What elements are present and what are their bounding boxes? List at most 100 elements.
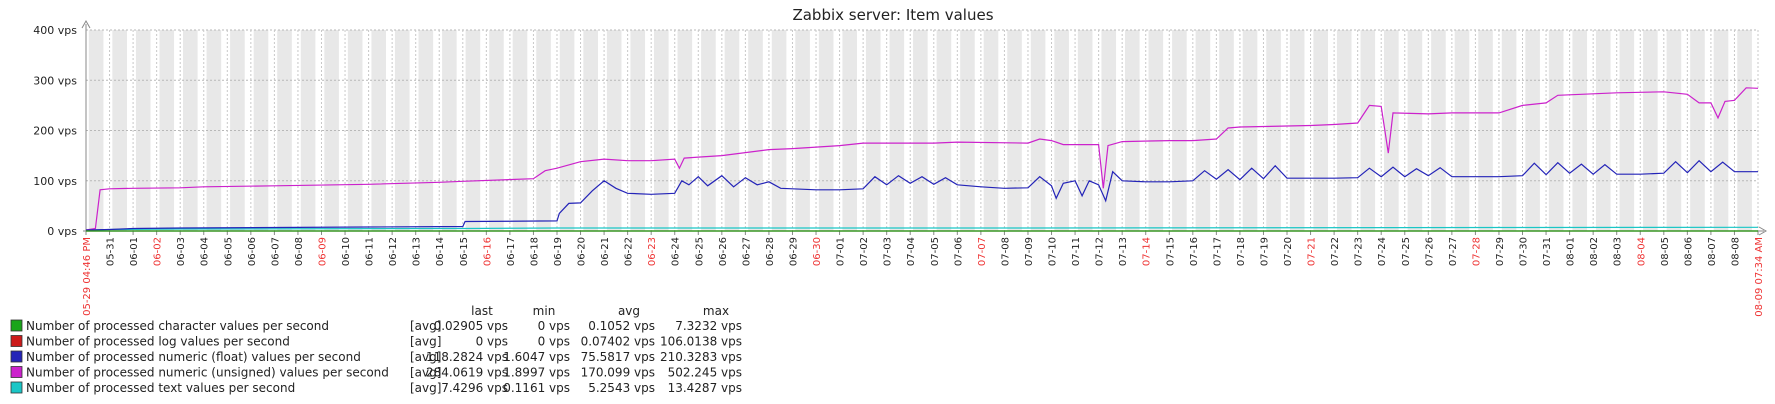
legend: last min avg max Number of processed charact…	[10, 304, 742, 395]
x-tick-label: 08-08	[1730, 237, 1741, 266]
legend-func: [avg]	[410, 335, 441, 349]
x-tick-label: 07-14	[1142, 237, 1153, 266]
x-tick-label: 08-09 07:34 AM	[1754, 237, 1765, 317]
x-tick-label: 07-28	[1471, 237, 1482, 266]
x-tick-label: 07-05	[930, 237, 941, 266]
x-tick-label: 06-03	[176, 237, 187, 266]
x-tick-label: 06-01	[129, 237, 140, 266]
x-tick-label: 07-13	[1118, 237, 1129, 266]
y-tick-label: 100 vps	[33, 175, 77, 188]
x-tick-label: 08-01	[1566, 237, 1577, 266]
x-tick-label: 07-06	[953, 237, 964, 266]
legend-func: [avg]	[410, 381, 441, 395]
x-tick-label: 07-01	[836, 237, 847, 266]
x-tick-label: 07-07	[977, 237, 988, 266]
x-tick-label: 06-27	[741, 237, 752, 266]
legend-last: 284.0619 vps	[426, 366, 508, 380]
day-band	[1713, 30, 1729, 231]
legend-swatch	[10, 350, 23, 363]
x-tick-label: 06-11	[365, 237, 376, 266]
legend-min: 0 vps	[538, 319, 570, 333]
legend-swatch	[10, 366, 23, 378]
x-tick-label: 07-17	[1212, 237, 1223, 266]
legend-min: 1.8997 vps	[503, 366, 570, 380]
x-tick-label: 06-08	[294, 237, 305, 266]
legend-func: [avg]	[410, 350, 441, 364]
x-tick-label: 06-23	[647, 237, 658, 266]
legend-stat-header: min	[533, 304, 556, 318]
series-line	[85, 87, 1759, 231]
x-tick-label: 06-18	[529, 237, 540, 266]
x-tick-label: 06-22	[624, 237, 635, 266]
x-axis-arrow	[1758, 226, 1768, 236]
x-tick-label: 06-16	[482, 237, 493, 266]
legend-avg: 5.2543 vps	[588, 381, 655, 395]
day-band	[1054, 30, 1069, 231]
x-tick-label: 07-03	[883, 237, 894, 266]
legend-series-name: Number of processed text values per seco…	[26, 381, 295, 395]
x-tick-label: 05-31	[106, 237, 117, 266]
legend-avg: 0.07402 vps	[581, 335, 655, 349]
legend-max: 210.3283 vps	[660, 350, 742, 364]
x-tick-label: 06-21	[600, 237, 611, 266]
x-tick-label: 06-24	[671, 237, 682, 266]
x-tick-label: 07-11	[1071, 237, 1082, 266]
chart-title: Zabbix server: Item values	[792, 6, 993, 24]
x-tick-label: 06-15	[459, 237, 470, 266]
day-band	[865, 30, 881, 231]
day-band	[701, 30, 716, 231]
x-tick-label: 07-30	[1519, 237, 1530, 266]
x-tick-label: 07-18	[1236, 237, 1247, 266]
x-tick-label: 06-20	[577, 237, 588, 266]
x-tick-label: 07-31	[1542, 237, 1553, 266]
x-tick-label: 07-27	[1448, 237, 1459, 266]
legend-stat-header: last	[471, 304, 493, 318]
x-tick-label: 07-20	[1283, 237, 1294, 266]
day-band	[1690, 30, 1705, 231]
legend-func: [avg]	[410, 319, 441, 333]
y-tick-label: 300 vps	[33, 74, 77, 87]
x-tick-label: 06-07	[270, 237, 281, 266]
x-tick-label: 07-21	[1307, 237, 1318, 266]
x-tick-label: 06-17	[506, 237, 517, 266]
x-tick-label: 06-13	[412, 237, 423, 266]
legend-max: 13.4287 vps	[668, 381, 742, 395]
x-tick-label: 08-06	[1683, 237, 1694, 266]
y-tick-label: 400 vps	[33, 24, 77, 37]
day-band	[1525, 30, 1540, 231]
series-lines	[85, 87, 1759, 232]
y-axis: 0 vps 100 vps 200 vps 300 vps 400 vps	[33, 19, 91, 238]
day-band	[442, 30, 457, 231]
legend-stat-header: max	[703, 304, 729, 318]
x-tick-label: 06-30	[812, 237, 823, 266]
day-band	[1478, 30, 1493, 231]
y-tick-label: 200 vps	[33, 125, 77, 138]
legend-series-name: Number of processed numeric (unsigned) v…	[26, 366, 389, 380]
day-band	[913, 30, 928, 231]
legend-swatch	[10, 319, 23, 332]
legend-stat-header: avg	[618, 304, 640, 318]
day-band	[1101, 30, 1117, 231]
x-tick-label: 07-23	[1354, 237, 1365, 266]
legend-last: 0 vps	[476, 335, 508, 349]
x-tick-label: 08-07	[1707, 237, 1718, 266]
x-tick-label: 06-14	[435, 237, 446, 266]
x-tick-label: 07-08	[1000, 237, 1011, 266]
x-tick-label: 07-12	[1095, 237, 1106, 266]
x-tick-label: 07-09	[1024, 237, 1035, 266]
legend-last: 7.4296 vps	[441, 381, 508, 395]
day-band	[1266, 30, 1281, 231]
day-band	[277, 30, 292, 231]
x-tick-label: 08-03	[1613, 237, 1624, 266]
legend-series-name: Number of processed character values per…	[26, 319, 329, 333]
x-tick-label: 07-19	[1259, 237, 1270, 266]
x-tick-label: 05-29 04:46 PM	[82, 237, 93, 316]
x-tick-label: 07-22	[1330, 237, 1341, 266]
grid	[85, 29, 1759, 232]
day-band	[230, 30, 245, 231]
x-tick-label: 08-02	[1589, 237, 1600, 266]
x-tick-label: 07-25	[1401, 237, 1412, 266]
legend-func: [avg]	[410, 366, 441, 380]
x-tick-label: 07-04	[906, 237, 917, 266]
